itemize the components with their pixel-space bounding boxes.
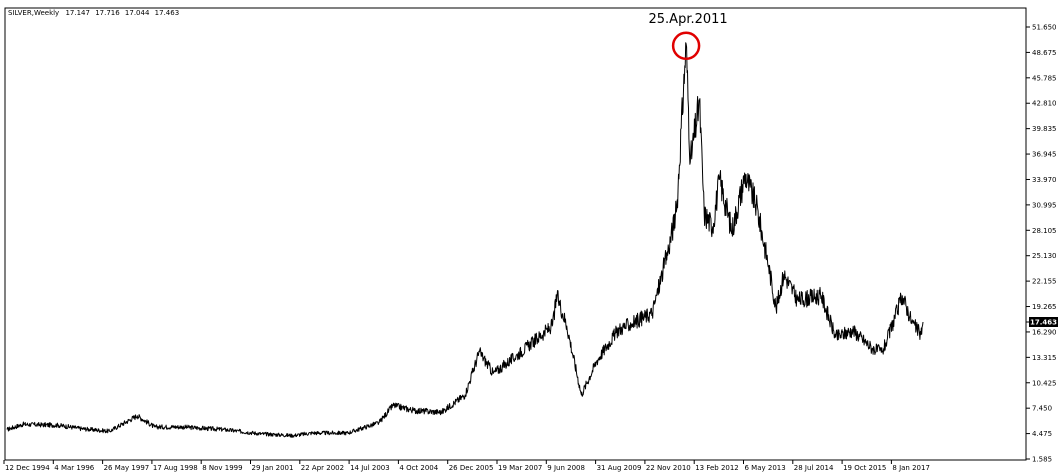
- x-tick-label: 22 Nov 2010: [646, 464, 691, 472]
- x-tick-label: 8 Jan 2017: [892, 464, 930, 472]
- x-tick-label: 12 Dec 1994: [5, 464, 50, 472]
- x-tick-label: 19 Oct 2015: [843, 464, 886, 472]
- x-tick-label: 26 May 1997: [104, 464, 150, 472]
- x-tick-label: 14 Jul 2003: [350, 464, 390, 472]
- y-tick-label: 36.945: [1032, 151, 1057, 159]
- y-tick-label: 4.475: [1032, 430, 1052, 438]
- peak-annotation: 25.Apr.2011: [649, 12, 728, 27]
- y-tick-label: 30.995: [1032, 201, 1057, 209]
- current-price-tag-bg: [1029, 317, 1058, 327]
- chart-info-label: SILVER,Weekly 17.147 17.716 17.044 17.46…: [8, 9, 179, 17]
- y-tick-label: 45.785: [1032, 74, 1057, 82]
- x-tick-label: 19 Mar 2007: [498, 464, 542, 472]
- y-tick-label: 48.675: [1032, 49, 1057, 57]
- x-tick-label: 9 Jun 2008: [547, 464, 585, 472]
- ohlc-close: 17.463: [155, 9, 180, 17]
- chart-title: SILVER,Weekly: [8, 9, 59, 17]
- y-tick-label: 16.290: [1032, 328, 1057, 336]
- peak-highlight-circle: [671, 31, 701, 61]
- y-tick-label: 33.970: [1032, 176, 1057, 184]
- y-tick-label: 28.105: [1032, 227, 1057, 235]
- y-tick-label: 42.810: [1032, 100, 1057, 108]
- x-tick-label: 6 May 2013: [745, 464, 786, 472]
- y-tick-label: 39.835: [1032, 125, 1057, 133]
- y-tick-label: 51.650: [1032, 24, 1057, 32]
- x-tick-label: 26 Dec 2005: [449, 464, 494, 472]
- x-tick-label: 17 Aug 1998: [153, 464, 198, 472]
- ohlc-low: 17.044: [125, 9, 150, 17]
- y-tick-label: 7.450: [1032, 405, 1052, 413]
- x-tick-label: 4 Mar 1996: [54, 464, 94, 472]
- x-tick-label: 22 Apr 2002: [301, 464, 344, 472]
- y-tick-label: 13.315: [1032, 354, 1057, 362]
- x-axis: 12 Dec 1994 4 Mar 1996 26 May 1997 17 Aug 1…: [3, 460, 930, 472]
- y-tick-label: 25.130: [1032, 252, 1057, 260]
- current-price-tag: 17.463: [1029, 317, 1058, 327]
- y-tick-label: 19.265: [1032, 303, 1057, 311]
- y-axis: 51.650 48.675 45.785 42.810 39.835 36.945 33.9…: [1026, 24, 1057, 464]
- series-layer: [6, 42, 1029, 438]
- x-tick-label: 31 Aug 2009: [597, 464, 642, 472]
- x-tick-label: 28 Jul 2014: [794, 464, 834, 472]
- y-tick-label: 1.585: [1032, 456, 1052, 464]
- y-tick-label: 22.155: [1032, 278, 1057, 286]
- current-price-tag-text: 17.463: [1030, 319, 1057, 327]
- ohlc-open: 17.147: [65, 9, 90, 17]
- ohlc-high: 17.716: [95, 9, 120, 17]
- x-tick-label: 8 Nov 1999: [202, 464, 242, 472]
- x-tick-label: 13 Feb 2012: [695, 464, 739, 472]
- x-tick-label: 4 Oct 2004: [399, 464, 438, 472]
- series-line: [6, 42, 924, 438]
- y-tick-label: 10.425: [1032, 379, 1057, 387]
- plot-area: [4, 7, 1027, 461]
- x-tick-label: 29 Jan 2001: [252, 464, 294, 472]
